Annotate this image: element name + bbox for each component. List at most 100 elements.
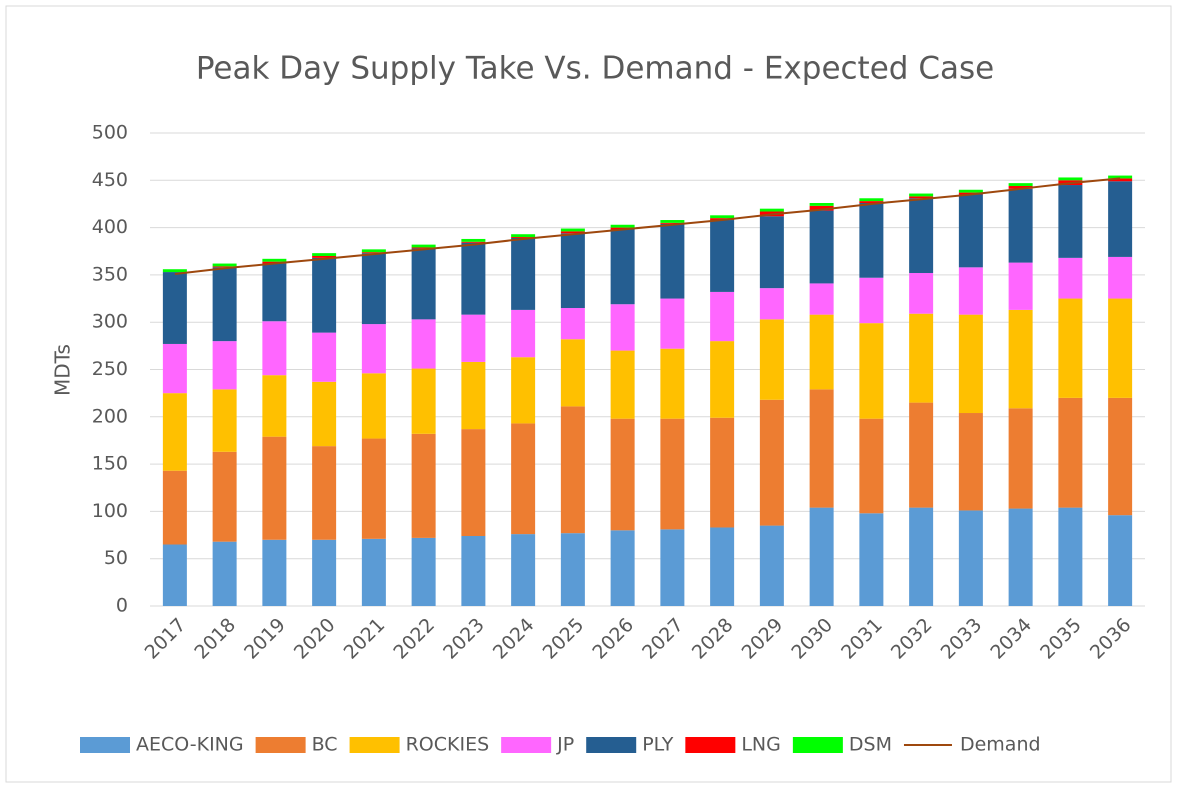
legend-swatch: [685, 737, 736, 753]
y-axis-label: MDTs: [51, 344, 75, 396]
legend-swatch: [255, 737, 306, 753]
bar-segment: [560, 308, 585, 340]
bar-segment: [262, 263, 287, 322]
bar-segment: [262, 436, 287, 540]
y-tick-label: 250: [92, 358, 128, 380]
legend-label: Demand: [960, 734, 1041, 756]
bar-segment: [859, 277, 884, 324]
bar-segment: [361, 438, 386, 539]
bar-segment: [610, 304, 635, 351]
bar-segment: [262, 321, 287, 376]
bar-segment: [1058, 397, 1083, 508]
bar-segment: [212, 541, 237, 606]
bar-segment: [511, 423, 536, 535]
bar-segment: [511, 309, 536, 358]
bar-segment: [560, 339, 585, 407]
bar-segment: [312, 255, 337, 258]
bar-segment: [958, 413, 983, 511]
bar-segment: [710, 527, 735, 606]
bar-segment: [361, 253, 386, 325]
bar-segment: [212, 341, 237, 390]
bar-segment: [262, 258, 287, 262]
bar-segment: [958, 314, 983, 414]
bar-segment: [1108, 298, 1133, 398]
y-tick-label: 300: [92, 311, 128, 333]
bar-segment: [411, 433, 436, 538]
bar-segment: [759, 216, 784, 289]
bar-segment: [1058, 257, 1083, 299]
bar-segment: [660, 348, 685, 419]
bar-segment: [909, 196, 934, 199]
bar-segment: [610, 224, 635, 228]
bar-segment: [809, 283, 834, 315]
bar-segment: [859, 513, 884, 606]
bar-segment: [262, 375, 287, 437]
bar-segment: [212, 389, 237, 452]
bar-segment: [461, 314, 486, 362]
bar-segment: [162, 544, 187, 606]
bar-segment: [1108, 397, 1133, 516]
bar-segment: [1008, 185, 1033, 189]
bar-segment: [610, 530, 635, 606]
bar-segment: [212, 451, 237, 542]
bar-segment: [710, 291, 735, 342]
bar-segment: [560, 228, 585, 232]
bar-segment: [461, 429, 486, 536]
bar-segment: [1058, 507, 1083, 606]
bar-segment: [212, 263, 237, 267]
y-tick-label: 350: [92, 263, 128, 285]
bar-segment: [560, 533, 585, 606]
bar-segment: [909, 193, 934, 197]
bar-segment: [909, 273, 934, 314]
y-tick-label: 450: [92, 169, 128, 191]
bar-segment: [660, 418, 685, 530]
bar-segment: [560, 233, 585, 309]
bar-segment: [809, 389, 834, 508]
bar-segment: [162, 343, 187, 394]
bar-segment: [312, 381, 337, 447]
legend-label: LNG: [741, 734, 781, 756]
bar-segment: [759, 399, 784, 526]
y-tick-label: 500: [92, 122, 128, 144]
bar-segment: [461, 238, 486, 242]
bar-segment: [560, 231, 585, 234]
bar-segment: [361, 373, 386, 439]
bar-segment: [1008, 188, 1033, 263]
bar-segment: [511, 238, 536, 310]
legend-label: ROCKIES: [406, 734, 490, 756]
bar-segment: [958, 267, 983, 315]
bar-segment: [560, 406, 585, 534]
bar-segment: [809, 203, 834, 206]
bar-segment: [909, 198, 934, 274]
bar-segment: [411, 319, 436, 369]
bar-segment: [411, 247, 436, 249]
legend-label: JP: [556, 734, 574, 756]
bar-segment: [212, 267, 237, 342]
bar-segment: [1008, 408, 1033, 509]
bar-segment: [312, 257, 337, 333]
bar-segment: [909, 313, 934, 403]
bar-segment: [162, 272, 187, 344]
legend-swatch: [586, 737, 637, 753]
bar-segment: [660, 222, 685, 224]
bar-segment: [958, 510, 983, 606]
y-tick-label: 50: [104, 547, 128, 569]
legend-swatch: [80, 737, 130, 753]
bar-segment: [361, 249, 386, 253]
bar-segment: [511, 234, 536, 238]
bar-segment: [461, 241, 486, 243]
bar-segment: [162, 269, 187, 273]
bar-segment: [958, 194, 983, 268]
bar-segment: [162, 393, 187, 471]
bar-segment: [1008, 309, 1033, 409]
legend-label: DSM: [849, 734, 892, 756]
bar-segment: [1058, 177, 1083, 181]
demand-line: [174, 177, 1121, 275]
bar-segment: [809, 205, 834, 211]
bar-segment: [759, 288, 784, 320]
bar-segment: [1058, 185, 1083, 258]
bar-segment: [1108, 256, 1133, 299]
bar-segment: [411, 537, 436, 606]
bar-segment: [710, 220, 735, 292]
bar-segment: [361, 252, 386, 254]
